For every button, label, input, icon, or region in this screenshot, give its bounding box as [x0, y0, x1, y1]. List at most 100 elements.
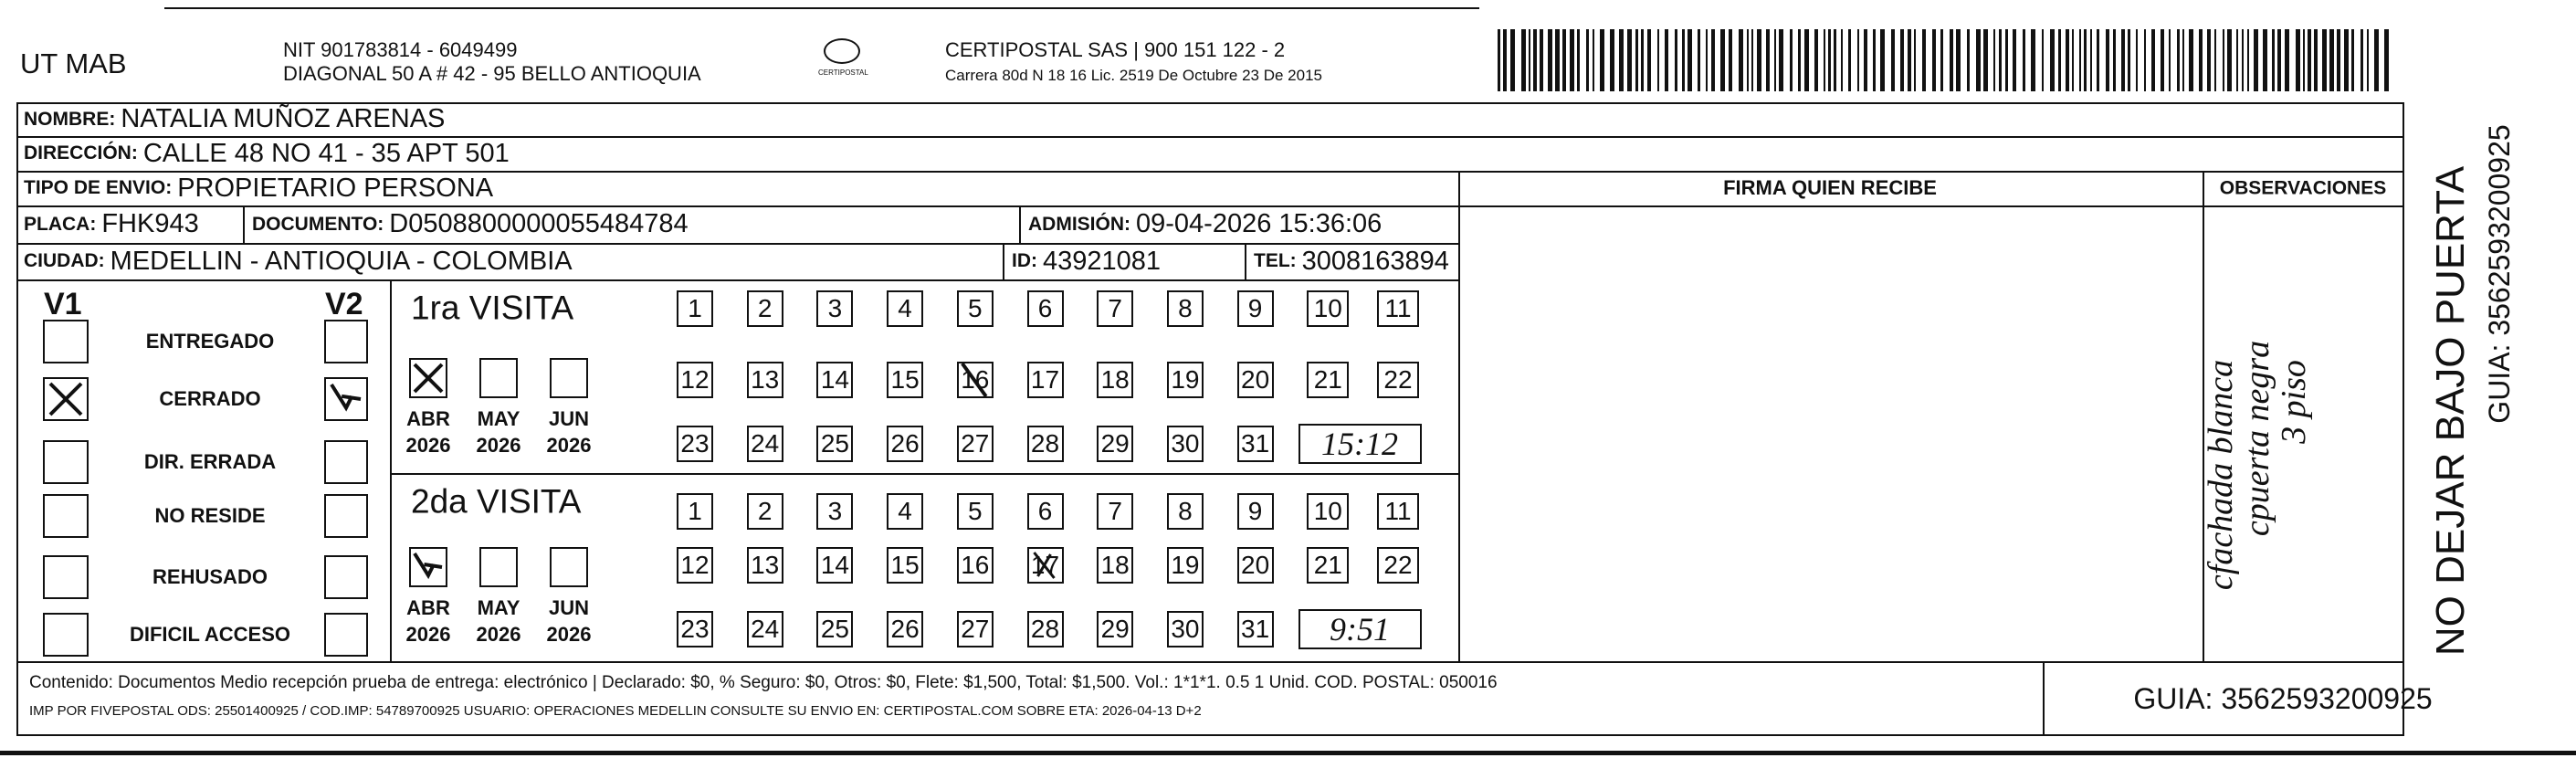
day-number: 7 — [1108, 497, 1122, 525]
day-box — [1236, 493, 1274, 530]
day-box — [1026, 426, 1064, 462]
day-box — [1307, 290, 1350, 327]
v1-box — [43, 555, 89, 599]
day-box — [746, 426, 783, 462]
day-number: 31 — [1241, 615, 1270, 643]
v2-box — [324, 613, 368, 657]
v2-box — [324, 494, 368, 538]
day-number: 11 — [1384, 497, 1412, 525]
v2-box — [324, 440, 368, 484]
day-box — [956, 547, 994, 584]
field-value: MEDELLIN - ANTIOQUIA - COLOMBIA — [110, 246, 573, 276]
day-box — [746, 362, 783, 398]
day-box — [1166, 362, 1204, 398]
day-box — [1097, 290, 1134, 327]
day-box — [956, 611, 994, 647]
day-box — [887, 611, 924, 647]
v1-header: V1 — [44, 287, 82, 321]
day-number: 15 — [890, 365, 920, 394]
day-number: 30 — [1171, 429, 1200, 458]
day-box — [677, 611, 713, 647]
day-number: 26 — [890, 429, 920, 458]
day-number: 13 — [751, 365, 780, 394]
day-number: 18 — [1100, 551, 1130, 579]
month-box — [409, 358, 447, 398]
day-box — [816, 611, 854, 647]
day-box — [956, 493, 994, 530]
day-number: 3 — [827, 497, 843, 525]
barcode — [1498, 29, 2389, 91]
field-label: ID: — [1012, 250, 1037, 271]
day-number: 12 — [680, 365, 710, 394]
year-label: 2026 — [405, 434, 451, 457]
year-label: 2026 — [546, 434, 592, 457]
day-number: 19 — [1171, 365, 1200, 394]
day-number: 26 — [890, 615, 920, 643]
day-number: 10 — [1313, 294, 1342, 322]
day-box — [1166, 547, 1204, 584]
day-box — [1166, 426, 1204, 462]
pen-mark — [961, 362, 988, 398]
day-number: 21 — [1313, 365, 1342, 394]
field-id: ID: 43921081 — [1004, 243, 1245, 279]
day-number: 14 — [820, 365, 849, 394]
day-box — [1097, 611, 1134, 647]
day-box — [887, 426, 924, 462]
day-number: 12 — [680, 551, 710, 579]
day-number: 4 — [898, 294, 912, 322]
month-box — [479, 358, 518, 398]
day-box — [677, 493, 713, 530]
footer-imp: IMP POR FIVEPOSTAL ODS: 25501400925 / CO… — [29, 703, 1202, 719]
month-box — [550, 547, 588, 587]
status-option: DIR. ERRADA — [143, 450, 277, 473]
company: UT MAB — [20, 47, 127, 79]
day-box — [677, 290, 713, 327]
day-box — [1166, 290, 1204, 327]
time-box — [1299, 609, 1422, 649]
rule — [1003, 243, 1004, 279]
day-box — [1236, 290, 1274, 327]
day-number: 17 — [1030, 365, 1060, 394]
rule — [16, 205, 2404, 207]
v1-box — [43, 320, 89, 363]
day-number: 21 — [1313, 551, 1342, 579]
day-box — [1026, 611, 1064, 647]
v2-box — [324, 555, 368, 599]
day-box — [677, 362, 713, 398]
day-box — [887, 290, 924, 327]
logo-text: CERTIPOSTAL — [818, 68, 868, 77]
day-number: 25 — [820, 615, 849, 643]
day-box — [816, 547, 854, 584]
day-number: 20 — [1241, 551, 1270, 579]
day-box — [1307, 547, 1350, 584]
field-value: CALLE 48 NO 41 - 35 APT 501 — [142, 138, 510, 168]
v1-box — [43, 440, 89, 484]
v1-box — [43, 377, 89, 421]
field-value: D0508800000055484784 — [389, 209, 689, 238]
day-number: 25 — [820, 429, 849, 458]
day-box — [1377, 547, 1419, 584]
pen-mark — [413, 363, 444, 394]
field-ciudad: CIUDAD: MEDELLIN - ANTIOQUIA - COLOMBIA — [16, 243, 1003, 279]
day-box — [887, 362, 924, 398]
day-number: 15 — [890, 551, 920, 579]
day-number: 8 — [1178, 497, 1193, 525]
day-box — [1097, 426, 1134, 462]
day-box — [1097, 547, 1134, 584]
v2-header: V2 — [325, 287, 363, 321]
month-label: ABR — [406, 596, 450, 619]
pen-mark — [1033, 552, 1056, 579]
day-box — [746, 611, 783, 647]
day-box — [1236, 611, 1274, 647]
field-label: DOCUMENTO: — [252, 213, 384, 235]
logo-icon — [824, 38, 860, 64]
day-box — [1377, 362, 1419, 398]
day-box — [1097, 362, 1134, 398]
rule — [2203, 171, 2204, 661]
field-label: TIPO DE ENVIO: — [24, 177, 173, 198]
day-number: 24 — [751, 615, 780, 643]
rule — [16, 243, 1458, 245]
day-number: 23 — [680, 429, 710, 458]
